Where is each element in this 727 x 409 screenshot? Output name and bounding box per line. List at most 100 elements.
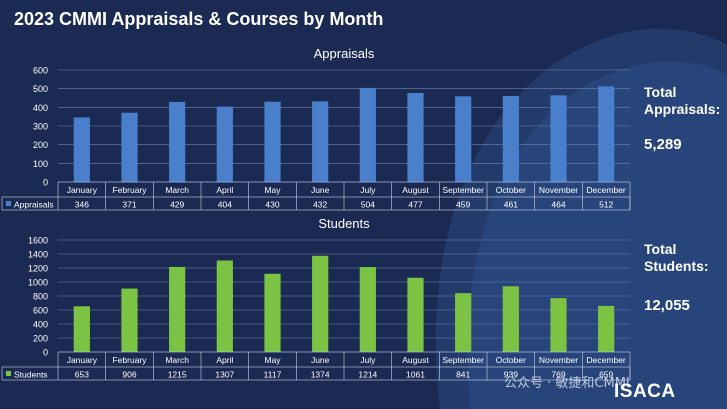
chart1-bar-june (312, 255, 329, 352)
chart1-bar-september (455, 293, 472, 352)
chart0-data-label: 371 (122, 200, 136, 210)
chart0-data-label: 459 (456, 200, 470, 210)
chart0-data-label: 512 (599, 200, 613, 210)
chart0-bar-june (312, 101, 329, 182)
chart1-data-label: 1117 (264, 370, 282, 380)
chart1-bar-april (216, 260, 233, 352)
chart1-y-tick-label: 1000 (28, 278, 48, 288)
chart0-category-label: February (112, 185, 147, 195)
chart1-category-label: August (402, 355, 429, 365)
chart0-bar-october (502, 95, 519, 182)
chart1-category-label: June (311, 355, 330, 365)
chart1-category-label: February (112, 355, 147, 365)
chart0-legend-label: Appraisals (14, 200, 54, 210)
chart0-data-label: 429 (170, 200, 184, 210)
chart1-category-label: April (216, 355, 233, 365)
total-students-value: 12,055 (644, 297, 690, 314)
chart0-bar-march (169, 101, 186, 182)
chart0-category-label: August (402, 185, 429, 195)
students-chart: Students 0 200 400 600 800 1000 1200 1400 1600 Jan… (0, 212, 727, 382)
chart0-bar-november (550, 95, 567, 182)
chart0-category-label: May (264, 185, 281, 195)
chart0-category-label: November (539, 185, 578, 195)
chart0-y-tick-label: 200 (33, 140, 48, 150)
chart0-category-label: July (360, 185, 376, 195)
chart1-data-label: 1061 (406, 370, 425, 380)
total-appraisals-label: Total Appraisals: (644, 84, 721, 117)
chart1-data-label: 1214 (358, 370, 377, 380)
chart1-category-label: May (264, 355, 281, 365)
appraisals-chart-svg: Appraisals 0 100 200 300 400 500 600 January 346 F… (1, 46, 631, 211)
chart0-bar-september (455, 96, 472, 182)
chart0-data-label: 464 (551, 200, 565, 210)
chart0-bar-december (598, 86, 615, 182)
chart0-y-tick-label: 500 (33, 84, 48, 94)
chart0-bar-may (264, 101, 281, 182)
chart1-data-label: 1374 (311, 370, 330, 380)
chart1-y-tick-label: 1200 (28, 264, 48, 274)
chart1-bar-january (73, 306, 90, 352)
chart0-data-label: 346 (75, 200, 89, 210)
chart1-bar-march (169, 266, 186, 352)
chart1-y-tick-label: 800 (33, 292, 48, 302)
chart1-bar-october (502, 286, 519, 352)
chart1-category-label: March (165, 355, 189, 365)
chart0-data-label: 461 (504, 200, 518, 210)
chart1-data-label: 659 (599, 370, 613, 380)
chart1-category-label: December (587, 355, 626, 365)
chart0-category-label: June (311, 185, 330, 195)
chart0-legend-swatch (6, 201, 11, 206)
chart1-legend-swatch (6, 371, 11, 376)
chart0-bar-january (73, 117, 90, 182)
chart0-category-label: October (496, 185, 526, 195)
chart1-data-label: 939 (504, 370, 518, 380)
chart1-data-label: 841 (456, 370, 470, 380)
chart0-data-label: 504 (361, 200, 375, 210)
chart0-y-tick-label: 100 (33, 159, 48, 169)
chart0-category-label: January (67, 185, 98, 195)
chart1-bar-august (407, 277, 424, 352)
total-students-label-2: Students: (644, 258, 709, 274)
chart0-category-label: September (442, 185, 484, 195)
chart1-bar-december (598, 305, 615, 352)
chart1-category-label: July (360, 355, 376, 365)
watermark: 公众号 · 敏捷和CMMI (504, 376, 630, 391)
total-appraisals: Total Appraisals: 5,289 (644, 84, 721, 153)
chart1-data-label: 906 (122, 370, 136, 380)
chart0-bar-august (407, 92, 424, 182)
total-appraisals-value: 5,289 (644, 136, 682, 153)
chart0-bar-february (121, 112, 138, 182)
page-title: 2023 CMMI Appraisals & Courses by Month (14, 9, 384, 29)
chart1-data-label: 1307 (215, 370, 234, 380)
chart1-category-label: November (539, 355, 578, 365)
chart1-y-tick-label: 0 (43, 348, 48, 358)
chart1-y-tick-label: 200 (33, 334, 48, 344)
chart0-data-label: 432 (313, 200, 327, 210)
chart0-category-label: March (165, 185, 189, 195)
chart1-y-tick-label: 600 (33, 306, 48, 316)
chart1-category-label: September (442, 355, 484, 365)
total-students-label-1: Total (644, 241, 677, 257)
chart0-bar-april (216, 106, 233, 182)
chart0-y-tick-label: 300 (33, 122, 48, 132)
chart0-title: Appraisals (314, 46, 375, 61)
chart0-data-label: 430 (265, 200, 279, 210)
chart0-data-label: 477 (408, 200, 422, 210)
chart1-y-tick-label: 1400 (28, 250, 48, 260)
chart1-legend-label: Students (14, 370, 48, 380)
chart0-category-label: April (216, 185, 233, 195)
chart1-bar-july (359, 267, 376, 352)
chart1-category-label: October (496, 355, 526, 365)
chart1-bar-november (550, 298, 567, 352)
total-students: Total Students: 12,055 (644, 241, 709, 314)
chart0-category-label: December (587, 185, 626, 195)
chart0-y-tick-label: 600 (33, 66, 48, 76)
chart1-data-label: 769 (551, 370, 565, 380)
appraisals-chart: Appraisals 0 100 200 300 400 500 600 January 346 F… (0, 42, 727, 212)
chart1-data-label: 653 (75, 370, 89, 380)
chart1-y-tick-label: 1600 (28, 236, 48, 246)
chart0-bar-july (359, 87, 376, 182)
students-chart-svg: Students 0 200 400 600 800 1000 1200 1400 1600 Jan… (1, 216, 631, 381)
isaca-logo: ISACA (614, 381, 676, 402)
chart0-y-tick-label: 0 (43, 178, 48, 188)
